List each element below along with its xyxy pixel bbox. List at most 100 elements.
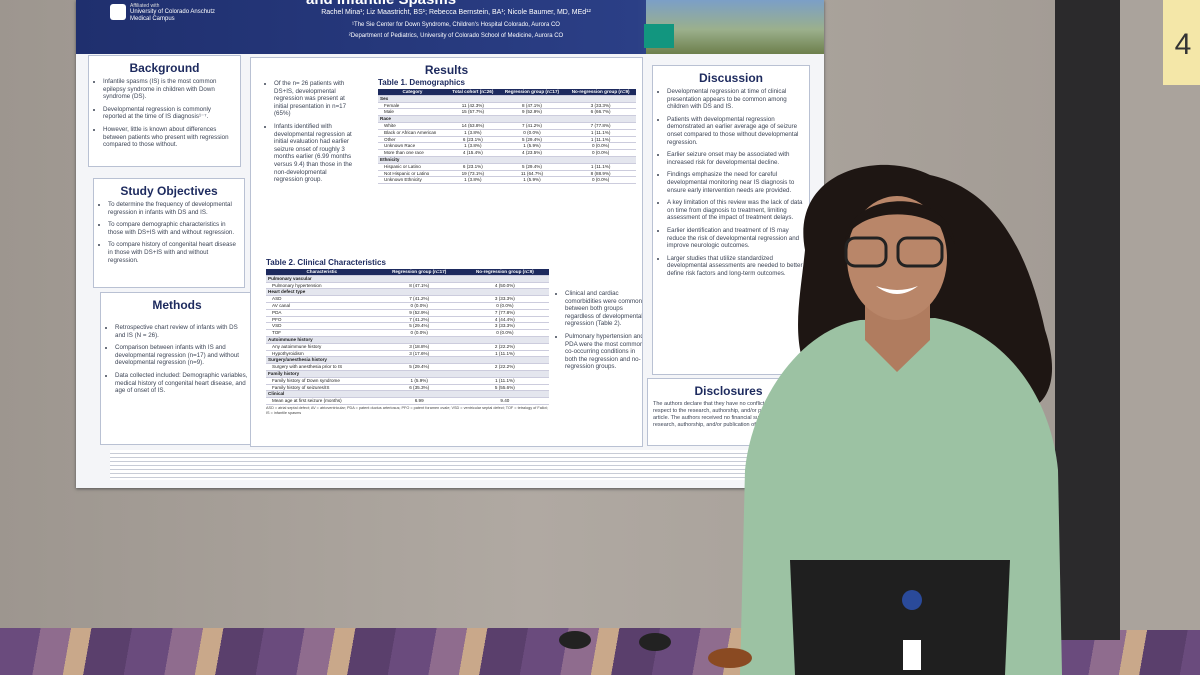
table-cell: 8 (47.1%)	[377, 282, 461, 290]
table-cell: 4 (44.4%)	[460, 316, 549, 324]
bullet: Patients with developmental regression d…	[667, 116, 804, 146]
table-cell: 5 (29.4%)	[377, 363, 461, 371]
table-cell: Female	[378, 102, 448, 110]
table-row: Other 6 (23.1%) 5 (29.4%) 1 (11.1%)	[378, 136, 636, 144]
table-cell: 3 (33.3%)	[460, 295, 549, 303]
table-caption: Table 1. Demographics	[378, 78, 465, 87]
table-row: Pulmonary hypertension 8 (47.1%) 4 (50.0%)	[266, 282, 549, 290]
table-row: Any autoimmune history 3 (18.8%) 2 (22.2%)	[266, 343, 549, 351]
table-row: Pulmonary vascular	[266, 275, 549, 283]
objectives-section: Study Objectives To determine the freque…	[93, 178, 245, 288]
table-cell: Mean age at first seizure (months)	[266, 397, 378, 405]
bullet: Comparison between infants with IS and d…	[115, 344, 248, 367]
table-row: Heart defect type	[266, 288, 549, 297]
table-cell: 11 (42.3%)	[447, 102, 499, 110]
group-header: Race	[378, 115, 636, 123]
table-cell: 7 (41.2%)	[498, 122, 566, 130]
booth-sign: 4	[1163, 0, 1200, 85]
bullet: Earlier seizure onset may be associated …	[667, 151, 804, 166]
group-header: Clinical	[266, 390, 549, 399]
table-cell: 11 (64.7%)	[498, 170, 566, 178]
bullet: Infantile spasms (IS) is the most common…	[103, 78, 235, 101]
affiliation: ²Department of Pediatrics, University of…	[348, 33, 564, 39]
table-cell: Unknown Ethnicity	[378, 176, 448, 185]
table-row: More than one race 4 (15.4%) 4 (23.5%) 0 (0…	[378, 149, 636, 157]
table-cell: 5 (29.4%)	[498, 163, 566, 171]
section-heading: Discussion	[698, 71, 764, 85]
table-row: AV canal 0 (0.0%) 0 (0.0%)	[266, 302, 549, 310]
column-header: No-regression group (n=9)	[565, 89, 636, 96]
table-cell: Family history of Down syndrome	[266, 377, 378, 385]
methods-section: Methods Retrospective chart review of in…	[100, 292, 254, 445]
table-cell: 4 (15.4%)	[447, 149, 499, 157]
glasses	[896, 236, 944, 268]
table-cell: 1 (3.8%)	[447, 129, 499, 137]
table-cell: 1 (5.9%)	[498, 176, 566, 185]
column-header: No-regression group (n=9)	[460, 269, 549, 276]
table-cell: 0 (0.0%)	[565, 149, 636, 157]
group-header: Family history	[266, 370, 549, 378]
cu-logo	[110, 4, 126, 20]
header-row: Characteristic Regression group (n=17) No-…	[266, 269, 549, 276]
header-row: Category Total cohort (n=26) Regression gr…	[378, 89, 636, 96]
column-header: Total cohort (n=26)	[447, 89, 499, 96]
group-header: Ethnicity	[378, 156, 636, 164]
bullet: Infants identified with developmental re…	[274, 123, 356, 184]
bullet: A key limitation of this review was the …	[667, 199, 804, 222]
table-cell: 0 (0.0%)	[460, 302, 549, 310]
table-cell: 14 (53.8%)	[447, 122, 499, 130]
section-heading: Methods	[152, 298, 202, 312]
bullet: Earlier identification and treatment of …	[667, 227, 804, 250]
table-cell: 6 (23.1%)	[447, 163, 499, 171]
bullet: To compare demographic characteristics i…	[108, 221, 239, 236]
table-row: Family history	[266, 370, 549, 378]
table-cell: More than one race	[378, 149, 448, 157]
table-row: Hypothyroidism 3 (17.6%) 1 (11.1%)	[266, 350, 549, 358]
table-cell: Black or African American	[378, 129, 448, 137]
table-cell: 1 (11.1%)	[565, 136, 636, 144]
group-header: Surgery/anesthesia history	[266, 356, 549, 365]
table-row: Male 15 (57.7%) 9 (52.9%) 6 (66.7%)	[378, 108, 636, 117]
column-header: Regression group (n=17)	[377, 269, 461, 276]
table-cell: 1 (3.8%)	[447, 176, 499, 185]
header-landscape	[646, 0, 824, 54]
column-header: Category	[378, 89, 448, 96]
bullet: Developmental regression at time of clin…	[667, 88, 804, 111]
table-cell: White	[378, 122, 448, 130]
table-cell: 0 (0.0%)	[377, 329, 461, 337]
table-row: Female 11 (42.3%) 8 (47.1%) 3 (33.3%)	[378, 102, 636, 110]
shoe	[639, 633, 671, 651]
table-cell: ASD	[266, 295, 378, 303]
table-cell: 1 (11.1%)	[460, 377, 549, 385]
table-cell: 2 (22.2%)	[460, 363, 549, 371]
table-cell: 7 (41.2%)	[377, 316, 461, 324]
background-section: Background Infantile spasms (IS) is the …	[88, 55, 241, 167]
citations-block	[110, 450, 785, 480]
smile	[876, 286, 918, 294]
table-row: Surgery with anesthesia prior to IS 5 (29…	[266, 363, 549, 371]
bullet-list: To determine the frequency of developmen…	[99, 201, 239, 264]
table-cell: 4 (50.0%)	[460, 282, 549, 290]
table-cell: 19 (73.1%)	[447, 170, 499, 178]
table-cell: 0 (0.0%)	[565, 142, 636, 151]
table-row: Surgery/anesthesia history	[266, 356, 549, 365]
discussion-section: Discussion Developmental regression at t…	[652, 65, 810, 375]
bullet-list: Developmental regression at time of clin…	[658, 88, 804, 277]
table-cell: 4 (23.5%)	[498, 149, 566, 157]
table-cell: AV canal	[266, 302, 378, 310]
data-table: Category Total cohort (n=26) Regression gr…	[378, 89, 636, 185]
table-row: TOF 0 (0.0%) 0 (0.0%)	[266, 329, 549, 337]
table-cell: Not Hispanic or Latino	[378, 170, 448, 178]
table-cell: 15 (57.7%)	[447, 108, 499, 117]
table-cell: 8 (88.9%)	[565, 170, 636, 178]
magnet-badge	[644, 24, 674, 48]
institution: University of Colorado Anschutz Medical …	[130, 9, 216, 22]
poster-header: Affiliated with University of Colorado A…	[76, 0, 824, 54]
table-cell: 6 (23.1%)	[447, 136, 499, 144]
panel-frame	[1055, 0, 1120, 640]
table-cell: Unknown Race	[378, 142, 448, 151]
table-row: Hispanic or Latino 6 (23.1%) 5 (29.4%) 1 (1…	[378, 163, 636, 171]
next-panel	[1120, 0, 1200, 630]
bullet: Larger studies that utilize standardized…	[667, 255, 804, 278]
